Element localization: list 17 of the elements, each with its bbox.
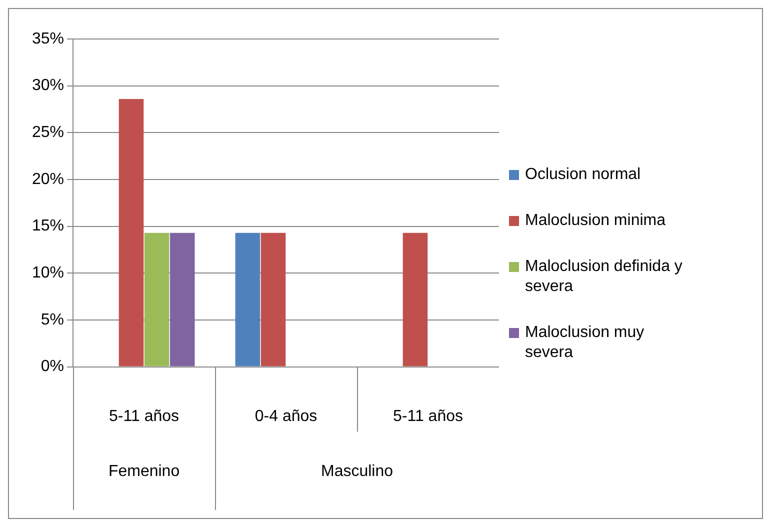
y-tick-label: 5% [40,311,64,328]
y-tick-label: 20% [32,170,64,188]
text: Femenino [108,463,180,480]
x-tick-label: 5-11 años [109,408,180,425]
x-tick-label: 0-4 años [254,408,318,425]
y-tick-label: 10% [32,264,64,282]
legend-label: Maloclusion definida y severa [525,256,684,296]
y-tick-label: 35% [32,30,64,48]
x-tick-label: 5-11 años [393,408,463,425]
legend-label: Oclusion normal [525,164,642,184]
y-tick-label: 30% [32,77,64,94]
y-tick-label: 25% [32,124,64,142]
text: Masculino [320,463,394,480]
y-tick-label: 0% [40,358,64,376]
y-tick-label: 15% [32,218,64,235]
legend-label: Maloclusion minima [525,210,666,230]
legend-label: Maloclusion muy severa [525,322,646,362]
